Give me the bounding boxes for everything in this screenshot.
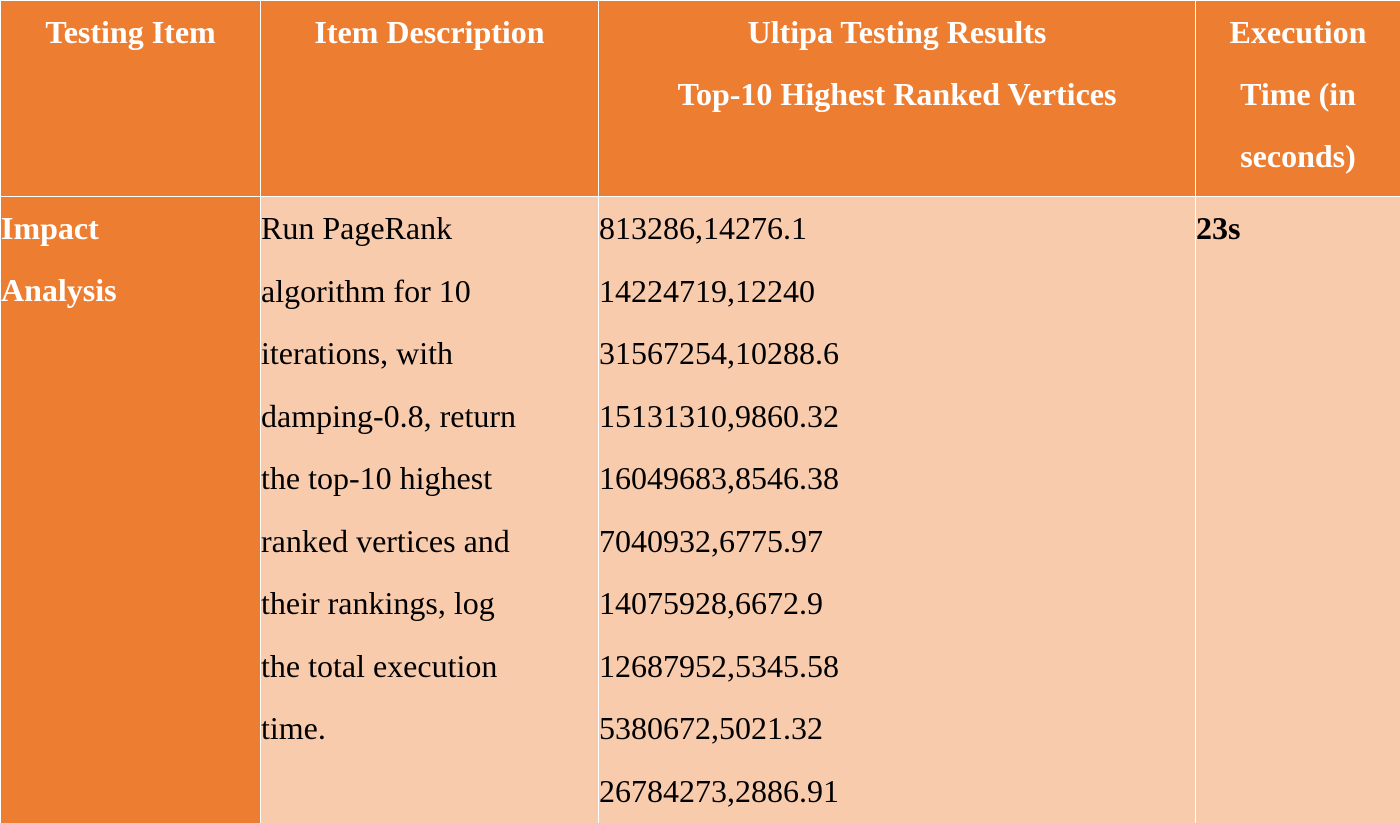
- execution-time-cell: 23s: [1195, 196, 1400, 823]
- header-item-description-label: Item Description: [314, 14, 545, 50]
- header-execution-time: Execution Time (in seconds): [1195, 0, 1400, 197]
- result-entry: 26784273,2886.91: [599, 772, 839, 809]
- result-entry: 14224719,12240: [599, 272, 815, 309]
- testing-results-cell: 813286,14276.1 14224719,12240 31567254,1…: [598, 196, 1196, 823]
- header-results-line-2: Top-10 Highest Ranked Vertices: [677, 76, 1117, 112]
- header-time-line-2: Time (in: [1240, 76, 1356, 112]
- table-row: Impact Analysis Run PageRank algorithm f…: [0, 196, 1400, 823]
- result-entry: 31567254,10288.6: [599, 335, 839, 371]
- testing-item-line-2: Analysis: [1, 272, 117, 308]
- header-testing-item-label: Testing Item: [45, 14, 216, 50]
- description-line: their rankings, log: [261, 585, 495, 621]
- result-entry: 5380672,5021.32: [599, 710, 823, 746]
- result-entry: 12687952,5345.58: [599, 647, 839, 684]
- description-line: the top-10 highest: [261, 460, 493, 496]
- description-line: time.: [261, 710, 326, 746]
- description-line: ranked vertices and: [261, 522, 510, 559]
- result-entry: 16049683,8546.38: [599, 460, 839, 496]
- header-results-line-1: Ultipa Testing Results: [747, 14, 1047, 50]
- description-line: the total execution: [261, 647, 498, 684]
- description-line: algorithm for 10: [261, 272, 471, 309]
- item-description-cell: Run PageRank algorithm for 10 iterations…: [260, 196, 599, 823]
- execution-time-value: 23s: [1196, 210, 1241, 246]
- testing-item-line-1: Impact: [1, 210, 99, 246]
- description-line: Run PageRank: [261, 210, 453, 246]
- header-testing-results: Ultipa Testing Results Top-10 Highest Ra…: [598, 0, 1196, 197]
- header-time-line-1: Execution: [1229, 14, 1367, 50]
- header-testing-item: Testing Item: [0, 0, 261, 197]
- result-entry: 15131310,9860.32: [599, 397, 839, 434]
- description-line: iterations, with: [261, 335, 453, 371]
- header-item-description: Item Description: [260, 0, 599, 197]
- result-entry: 7040932,6775.97: [599, 522, 823, 559]
- testing-item-cell: Impact Analysis: [0, 196, 261, 823]
- result-entry: 14075928,6672.9: [599, 585, 823, 621]
- table-header-row: Testing Item Item Description Ultipa Tes…: [0, 0, 1400, 197]
- result-entry: 813286,14276.1: [599, 210, 807, 246]
- description-line: damping-0.8, return: [261, 397, 517, 434]
- header-time-line-3: seconds): [1240, 138, 1356, 174]
